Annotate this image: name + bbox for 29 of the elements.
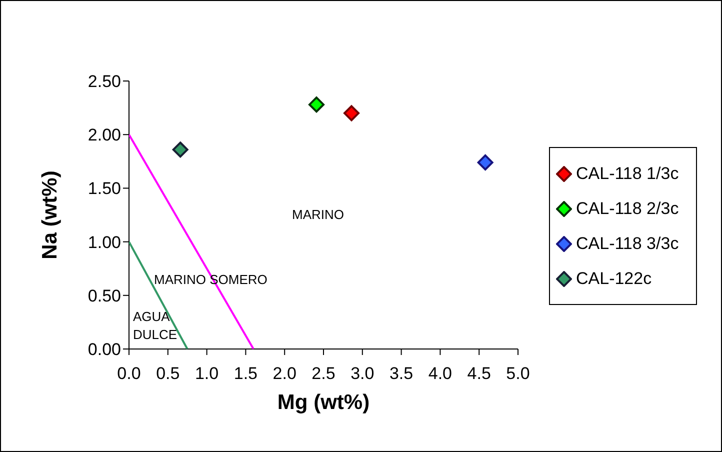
y-tick-label: 2.00 xyxy=(88,126,121,145)
x-tick-label: 2.5 xyxy=(312,364,336,384)
y-tick-label: 1.00 xyxy=(88,232,121,252)
y-axis-title: Na (wt%) xyxy=(38,170,62,260)
x-tick-label: 4.0 xyxy=(428,364,452,384)
point xyxy=(344,105,360,122)
x-tick-label: 0.5 xyxy=(156,364,180,384)
point xyxy=(308,96,324,113)
x-tick-label: 3.0 xyxy=(350,364,374,384)
point xyxy=(477,154,494,170)
y-tick-label: 0.50 xyxy=(88,286,121,306)
legend-label: CAL-122c xyxy=(576,268,652,288)
annotation: AGUA DULCE xyxy=(133,308,178,344)
x-tick-label: 2.0 xyxy=(272,364,296,384)
x-tick-label: 1.0 xyxy=(194,364,219,384)
legend-label: CAL-118 1/3c xyxy=(576,164,679,184)
legend-label: CAL-118 3/3c xyxy=(576,234,679,254)
y-tick-label: 0.00 xyxy=(88,340,121,360)
point xyxy=(172,142,188,158)
x-tick-label: 3.5 xyxy=(389,364,414,384)
x-tick-label: 5.0 xyxy=(506,364,530,384)
annotation: MARINO xyxy=(292,206,344,224)
y-tick-label: 1.50 xyxy=(88,179,121,198)
y-tick-label: 2.50 xyxy=(88,72,121,92)
x-tick-label: 4.5 xyxy=(467,364,491,384)
x-tick-label: 0.0 xyxy=(117,364,141,384)
legend-label: CAL-118 2/3c xyxy=(576,198,679,218)
x-axis-title: Mg (wt%) xyxy=(277,391,370,414)
x-tick-label: 1.5 xyxy=(234,364,258,384)
